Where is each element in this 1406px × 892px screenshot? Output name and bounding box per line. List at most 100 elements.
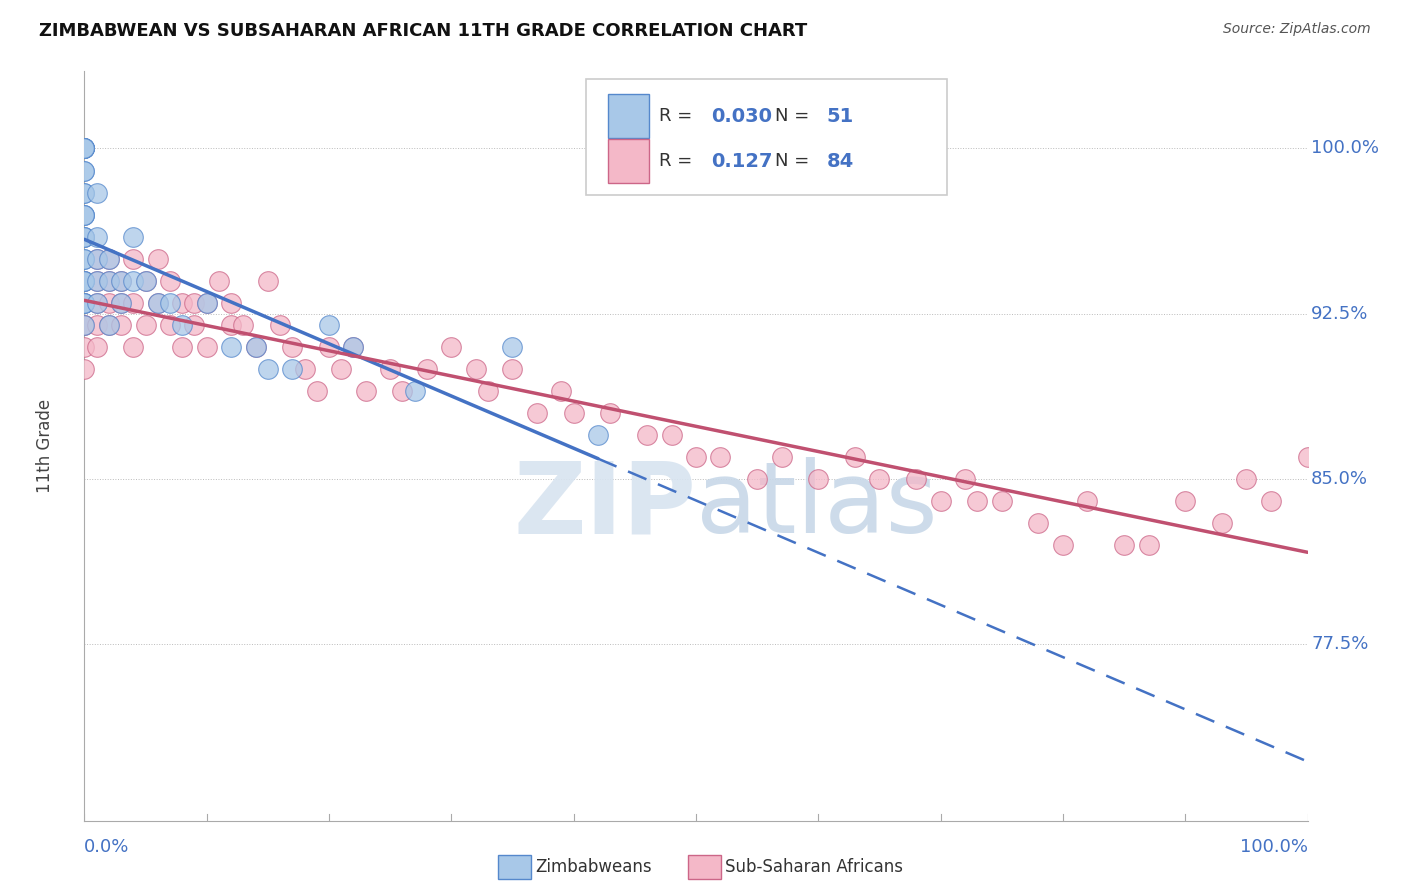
Text: R =: R = [659,153,699,170]
Text: 0.127: 0.127 [710,152,772,170]
Point [86,274,108,288]
Point [122,229,145,244]
Point [245,340,267,354]
Point [586,428,609,442]
Point [122,295,145,310]
FancyBboxPatch shape [607,139,650,184]
Point [159,318,181,332]
Point [73,318,96,332]
Point [122,274,145,288]
Point [1028,516,1050,530]
Point [97,274,120,288]
Point [172,340,194,354]
Point [183,295,205,310]
Point [97,295,120,310]
Point [73,141,96,155]
Point [232,318,254,332]
Point [195,295,218,310]
Point [86,186,108,200]
Point [477,384,499,398]
Point [73,340,96,354]
Text: N =: N = [776,153,815,170]
Point [269,318,291,332]
Point [73,274,96,288]
Point [1076,494,1098,508]
Point [86,229,108,244]
Point [73,274,96,288]
Point [73,274,96,288]
Point [73,295,96,310]
Point [86,252,108,266]
Point [502,340,524,354]
Point [219,340,242,354]
FancyBboxPatch shape [586,78,946,195]
Point [391,384,413,398]
Point [86,295,108,310]
FancyBboxPatch shape [607,95,650,138]
Point [294,362,316,376]
Point [172,318,194,332]
Text: 100.0%: 100.0% [1312,139,1379,158]
Point [73,163,96,178]
Point [1174,494,1197,508]
Point [73,229,96,244]
Point [73,163,96,178]
Text: Source: ZipAtlas.com: Source: ZipAtlas.com [1223,22,1371,37]
Point [110,295,132,310]
Point [159,274,181,288]
Point [502,362,524,376]
Point [159,295,181,310]
Point [122,340,145,354]
Text: 85.0%: 85.0% [1312,470,1368,488]
Point [661,428,683,442]
Point [219,295,242,310]
Point [73,229,96,244]
Point [73,186,96,200]
Text: N =: N = [776,107,815,125]
Point [73,141,96,155]
Point [1236,472,1258,486]
Point [416,362,439,376]
Point [1296,450,1319,464]
Point [380,362,402,376]
Point [342,340,364,354]
Text: Sub-Saharan Africans: Sub-Saharan Africans [725,858,904,876]
Point [464,362,486,376]
Text: 92.5%: 92.5% [1312,305,1368,323]
Point [281,340,304,354]
Point [73,252,96,266]
Point [354,384,377,398]
Point [110,295,132,310]
Point [318,340,340,354]
Point [257,274,280,288]
Point [1260,494,1282,508]
Text: 51: 51 [827,107,853,126]
Point [844,450,866,464]
Point [146,252,169,266]
Point [281,362,304,376]
Point [110,274,132,288]
Point [526,406,548,420]
Point [146,295,169,310]
Point [86,274,108,288]
Point [73,252,96,266]
Point [97,252,120,266]
Point [73,318,96,332]
Point [195,295,218,310]
Point [807,472,830,486]
Point [905,472,928,486]
Point [172,295,194,310]
Text: atlas: atlas [696,458,938,555]
Point [146,295,169,310]
Point [73,295,96,310]
Text: 100.0%: 100.0% [1240,838,1308,856]
Point [73,208,96,222]
Point [73,141,96,155]
Point [219,318,242,332]
Text: 0.030: 0.030 [710,107,772,126]
Point [73,186,96,200]
Point [73,141,96,155]
Point [562,406,585,420]
Text: R =: R = [659,107,699,125]
Point [135,274,157,288]
